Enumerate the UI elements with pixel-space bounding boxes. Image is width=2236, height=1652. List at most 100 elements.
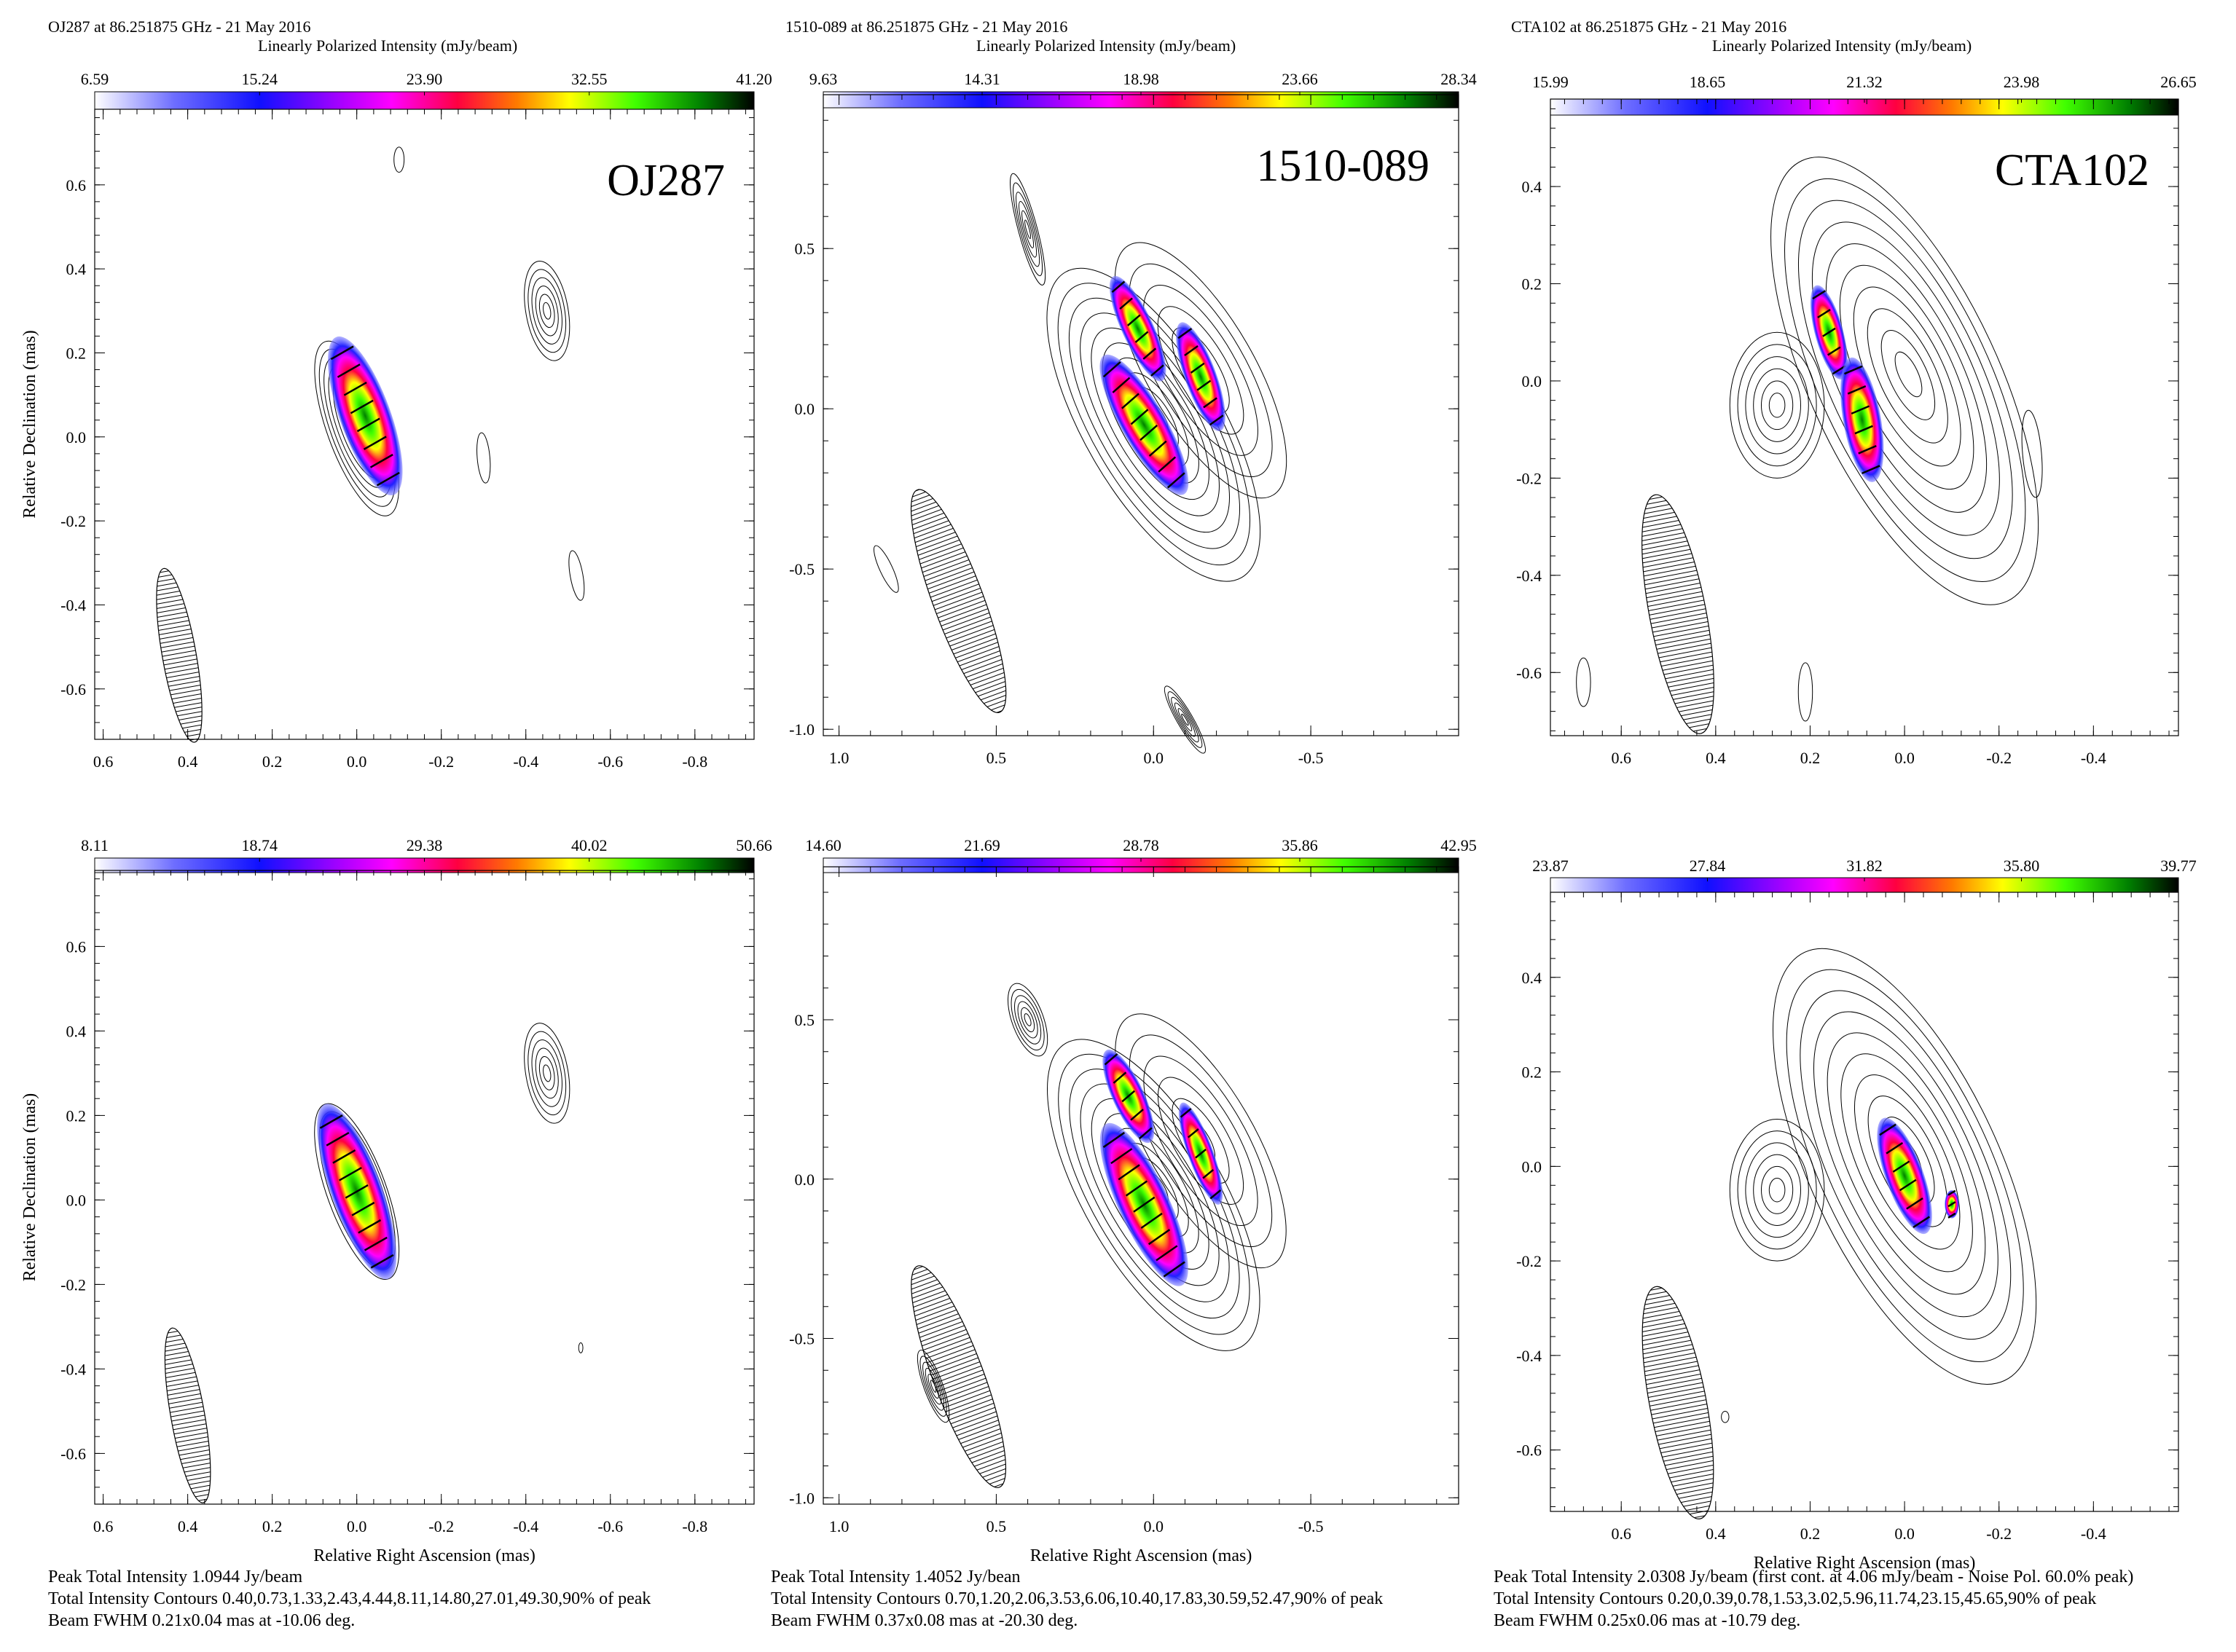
- total-intensity-contours: [1721, 948, 2037, 1423]
- contour-line: [1753, 368, 1802, 442]
- cbar-label-cta102: Linearly Polarized Intensity (mJy/beam): [1712, 36, 1972, 55]
- footer-peak: Peak Total Intensity 1.4052 Jy/bean: [771, 1568, 1021, 1586]
- evpa-tick: [319, 1114, 343, 1129]
- colorbar-tick-label: 31.82: [1846, 857, 1883, 875]
- contour-line: [1174, 702, 1196, 737]
- evpa-tick: [1139, 1127, 1153, 1139]
- x-tick-label: 0.6: [93, 1517, 114, 1535]
- x-tick-label: 0.6: [1611, 1525, 1631, 1543]
- evpa-tick: [1832, 365, 1846, 375]
- colorbar-tick-label: 28.78: [1123, 836, 1159, 854]
- colorbar-tick-label: 21.69: [964, 836, 1000, 854]
- colorbar-tick-label: 23.66: [1282, 70, 1318, 88]
- beam-ellipse: [911, 1265, 1007, 1488]
- beam-ellipse: [156, 567, 203, 743]
- y-tick-label: 0.5: [795, 1011, 815, 1029]
- evpa-tick: [350, 399, 374, 414]
- evpa-tick: [1163, 1261, 1185, 1278]
- y-tick-label: 0.2: [66, 344, 87, 362]
- colorbar-tick-label: 18.65: [1690, 73, 1726, 91]
- evpa-tick: [330, 345, 354, 361]
- footer-oj287: Peak Total Intensity 1.0944 Jy/beam Tota…: [48, 1566, 651, 1632]
- footer-beam: Beam FWHM 0.21x0.04 mas at -10.06 deg.: [48, 1611, 356, 1630]
- evpa-tick: [1121, 393, 1139, 409]
- beam-ellipse: [1641, 1286, 1714, 1519]
- x-tick-label: 0.0: [1894, 749, 1915, 767]
- x-tick-label: -0.8: [682, 1517, 707, 1535]
- contour-line: [527, 269, 567, 353]
- colorbar-tick-label: 8.11: [81, 836, 109, 854]
- contour-line: [1157, 1077, 1244, 1205]
- contour-line: [1800, 990, 2012, 1340]
- evpa-tick: [1209, 414, 1224, 426]
- x-tick-label: 0.0: [1144, 1517, 1164, 1535]
- contour-line: [1773, 948, 2037, 1385]
- source-label: 1510-089: [1256, 141, 1429, 191]
- contour-line: [531, 277, 562, 345]
- y-tick-label: 0.5: [795, 240, 815, 258]
- x-tick-label: -0.8: [682, 752, 707, 771]
- contour-line: [1867, 1096, 1947, 1227]
- contour-line: [1115, 1013, 1287, 1269]
- contour-line: [535, 1047, 559, 1099]
- plot-frame: [1550, 892, 2179, 1512]
- y-tick-label: 0.2: [66, 1106, 87, 1125]
- evpa-tick: [1125, 1180, 1148, 1197]
- colorbar-tick-label: 15.24: [242, 70, 278, 88]
- contour-line: [1760, 1165, 1794, 1214]
- footer-contours: Total Intensity Contours 0.70,1.20,2.06,…: [771, 1589, 1384, 1608]
- evpa-tick: [1822, 327, 1836, 337]
- contour-line: [1021, 210, 1035, 248]
- y-tick-label: -0.6: [1516, 1441, 1542, 1460]
- colorbar-tick-label: 23.90: [407, 70, 443, 88]
- polarized-intensity-patch: [1099, 354, 1189, 495]
- evpa-tick: [376, 471, 400, 487]
- x-tick-label: -0.5: [1298, 749, 1324, 767]
- footer-beam: Beam FWHM 0.37x0.08 mas at -20.30 deg.: [771, 1611, 1078, 1630]
- polarized-intensity-patch: [328, 336, 403, 495]
- x-tick-label: 0.4: [1706, 1525, 1726, 1543]
- footer-contours: Total Intensity Contours 0.40,0.73,1.33,…: [48, 1589, 651, 1608]
- evpa-tick: [1947, 1201, 1956, 1208]
- evpa-tick: [1130, 1109, 1144, 1121]
- colorbar-tick-label: 35.86: [1282, 836, 1318, 854]
- x-tick-label: 1.0: [829, 1517, 850, 1535]
- contour-line: [543, 1064, 552, 1082]
- colorbar-tick-label: 41.20: [736, 70, 772, 88]
- plot-frame: [823, 866, 1459, 1505]
- y-tick-label: 0.0: [66, 428, 87, 447]
- contour-line: [1129, 263, 1273, 478]
- x-axis-label: Relative Right Ascension (mas): [313, 1546, 536, 1565]
- x-tick-label: 0.5: [986, 749, 1007, 767]
- contour-line: [1797, 662, 1813, 722]
- colorbar-tick-label: 42.95: [1440, 836, 1477, 854]
- contour-line: [1840, 1053, 1973, 1273]
- contour-line: [1143, 284, 1258, 456]
- contour-line: [1011, 988, 1045, 1051]
- contour-line: [1753, 1154, 1802, 1226]
- evpa-tick: [1906, 1197, 1923, 1210]
- contour-line: [1014, 995, 1042, 1045]
- x-tick-label: 0.0: [1894, 1525, 1915, 1543]
- evpa-tick: [1196, 379, 1212, 391]
- x-tick-label: -0.4: [513, 1517, 538, 1535]
- y-tick-label: 0.4: [66, 1022, 87, 1040]
- contour-line: [1880, 330, 1936, 420]
- evpa-tick: [1180, 1108, 1192, 1118]
- footer-cta102: Peak Total Intensity 2.0308 Jy/beam (fir…: [1494, 1566, 2133, 1632]
- source-label: OJ287: [607, 156, 725, 205]
- contour-line: [1894, 351, 1923, 398]
- contour-line: [1157, 306, 1244, 435]
- colorbar-tick-label: 29.38: [407, 836, 443, 854]
- contour-line: [393, 146, 405, 173]
- evpa-tick: [326, 1132, 350, 1146]
- evpa-tick: [1104, 1053, 1118, 1066]
- contour-line: [1827, 1032, 1986, 1295]
- x-tick-label: 0.2: [262, 1517, 283, 1535]
- footer-1510: Peak Total Intensity 1.4052 Jy/bean Tota…: [771, 1566, 1383, 1632]
- colorbar-tick-label: 40.02: [571, 836, 608, 854]
- y-tick-label: -0.5: [789, 1330, 815, 1348]
- y-tick-label: 0.0: [795, 1171, 815, 1189]
- contour-line: [524, 260, 570, 361]
- evpa-tick: [1843, 365, 1863, 375]
